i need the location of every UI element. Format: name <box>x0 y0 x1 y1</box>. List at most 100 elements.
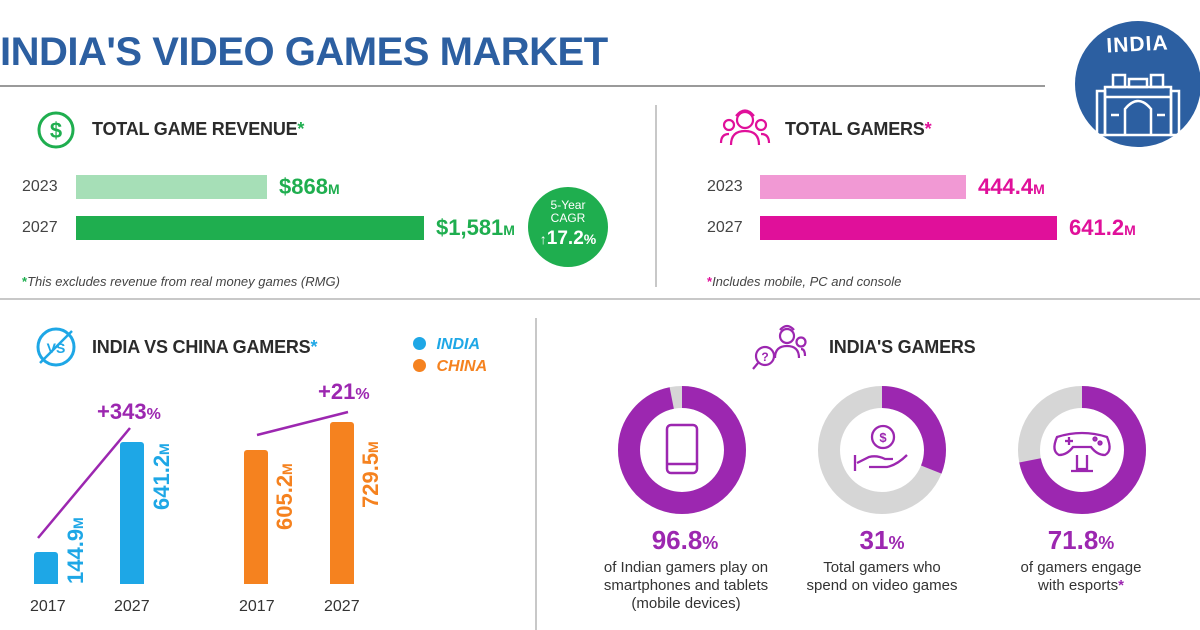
india-growth-label: +343% <box>97 399 161 425</box>
cagr-label: 5-Year CAGR <box>550 198 586 225</box>
revenue-header: TOTAL GAME REVENUE* <box>92 119 304 140</box>
china-growth-pct: % <box>355 386 370 403</box>
china-2027-number: 729.5 <box>358 452 383 508</box>
compare-header: INDIA VS CHINA GAMERS* <box>92 337 317 358</box>
cagr-number: 17.2 <box>546 228 584 249</box>
india-badge: INDIA <box>1075 17 1200 152</box>
china-2027-unit: M <box>365 441 381 453</box>
cagr-unit: % <box>583 231 597 247</box>
stat-esports-desc-text: of gamers engage with esports <box>1020 559 1142 594</box>
gamers-header-text: TOTAL GAMERS <box>785 119 925 139</box>
gamers-asterisk: * <box>924 119 932 139</box>
china-2027-value: 729.5M <box>358 441 384 508</box>
stat-mobile-pct: % <box>702 533 719 553</box>
china-x-2027: 2027 <box>324 598 360 615</box>
revenue-bar-2027 <box>76 216 424 240</box>
stat-spend-number: 31 <box>859 525 889 555</box>
revenue-asterisk: * <box>297 119 305 139</box>
gamers-value-2023-number: 444.4 <box>978 174 1034 199</box>
legend-india-dot <box>413 337 426 350</box>
china-bar-2017 <box>244 450 268 584</box>
india-gamers-header: INDIA'S GAMERS <box>829 337 976 357</box>
vs-icon-text: VS <box>47 340 66 356</box>
revenue-note: *This excludes revenue from real money g… <box>22 274 340 289</box>
gamers-bar-2027 <box>760 216 1057 240</box>
growth-lines <box>37 410 349 539</box>
revenue-value-2023-unit: M <box>327 181 340 197</box>
gamers-year-2023: 2023 <box>707 178 743 195</box>
revenue-year-2023: 2023 <box>22 178 58 195</box>
gamers-section: TOTAL GAMERS* 2023 444.4M 2027 641.2M *I… <box>657 95 1200 295</box>
gamers-note-asterisk: * <box>707 274 713 289</box>
gamers-note: *Includes mobile, PC and console <box>707 274 901 289</box>
india-growth-pct: % <box>146 406 161 423</box>
india-bar-2017 <box>34 552 58 584</box>
legend-china: CHINA <box>413 358 487 376</box>
legend-china-dot <box>413 359 426 372</box>
gamepad-icon <box>1053 431 1111 473</box>
revenue-value-2023-number: $868 <box>279 174 328 199</box>
gamers-bar-2023 <box>760 175 966 199</box>
stat-spend-desc: Total gamers who spend on video games <box>806 559 958 594</box>
page-title: INDIA'S VIDEO GAMES MARKET <box>0 30 608 74</box>
gamers-note-text: Includes mobile, PC and console <box>712 274 902 289</box>
india-growth-number: +343 <box>97 399 147 424</box>
gamers-group-icon <box>719 109 771 146</box>
donut-esports-arc <box>1018 386 1146 514</box>
stat-spend-value: 31% <box>832 525 932 556</box>
donut-mobile <box>618 386 746 514</box>
compare-section: VS INDIA VS CHINA GAMERS* INDIA CHINA +3… <box>0 300 535 630</box>
gamers-value-2023-unit: M <box>1033 181 1045 197</box>
svg-text:$: $ <box>879 430 887 445</box>
china-growth-line <box>256 410 349 437</box>
svg-text:?: ? <box>761 350 768 364</box>
revenue-value-2027: $1,581M <box>436 215 515 241</box>
stat-spend-pct: % <box>888 533 905 553</box>
cagr-badge: 5-Year CAGR ↑17.2% <box>528 187 608 267</box>
gateway-of-india-icon <box>1075 21 1200 147</box>
china-growth-label: +21% <box>318 379 370 405</box>
arrow-up-icon: ↑ <box>539 231 547 247</box>
india-2017-number: 144.9 <box>63 528 88 584</box>
revenue-section: $ TOTAL GAME REVENUE* 2023 $868M 2027 $1… <box>0 95 655 295</box>
legend-india: INDIA <box>413 336 480 354</box>
india-x-2027: 2027 <box>114 598 150 615</box>
donut-spend: $ <box>818 386 946 514</box>
dollar-circle-icon: $ <box>37 111 75 149</box>
china-growth-number: +21 <box>318 379 356 404</box>
stat-mobile-number: 96.8 <box>651 525 703 555</box>
stat-esports-pct: % <box>1098 533 1115 553</box>
stat-esports-value: 71.8% <box>1031 525 1131 556</box>
gamers-year-2027: 2027 <box>707 219 743 236</box>
gamers-value-2027-unit: M <box>1124 222 1136 238</box>
gamers-value-2027-number: 641.2 <box>1069 215 1125 240</box>
gamers-header: TOTAL GAMERS* <box>785 119 932 140</box>
gamers-value-2027: 641.2M <box>1069 215 1136 241</box>
revenue-header-text: TOTAL GAME REVENUE <box>92 119 298 139</box>
legend-china-label: CHINA <box>436 358 488 375</box>
title-divider <box>0 85 1045 87</box>
revenue-note-asterisk: * <box>22 274 28 289</box>
bottom-vertical-divider <box>535 318 537 630</box>
china-2017-number: 605.2 <box>272 474 297 530</box>
india-2027-number: 641.2 <box>149 454 174 510</box>
donut-spend-arc <box>818 386 946 514</box>
donut-esports <box>1018 386 1146 514</box>
india-bar-2027 <box>120 442 144 584</box>
middle-horizontal-divider <box>0 298 1200 300</box>
gamers-value-2023: 444.4M <box>978 174 1045 200</box>
india-2017-value: 144.9M <box>63 517 89 584</box>
china-x-2017: 2017 <box>239 598 275 615</box>
donut-mobile-arc <box>618 386 746 514</box>
vs-circle-icon: VS <box>36 327 76 367</box>
coin-hand-icon <box>853 424 908 471</box>
india-2027-value: 641.2M <box>149 443 175 510</box>
revenue-bar-2023 <box>76 175 267 199</box>
india-x-2017: 2017 <box>30 598 66 615</box>
stat-mobile-value: 96.8% <box>635 525 735 556</box>
cagr-value: ↑17.2% <box>528 228 608 250</box>
svg-text:$: $ <box>50 118 62 143</box>
stat-esports-desc: of gamers engage with esports* <box>1011 559 1151 595</box>
smartphone-icon <box>665 423 699 475</box>
india-growth-line <box>37 427 131 539</box>
